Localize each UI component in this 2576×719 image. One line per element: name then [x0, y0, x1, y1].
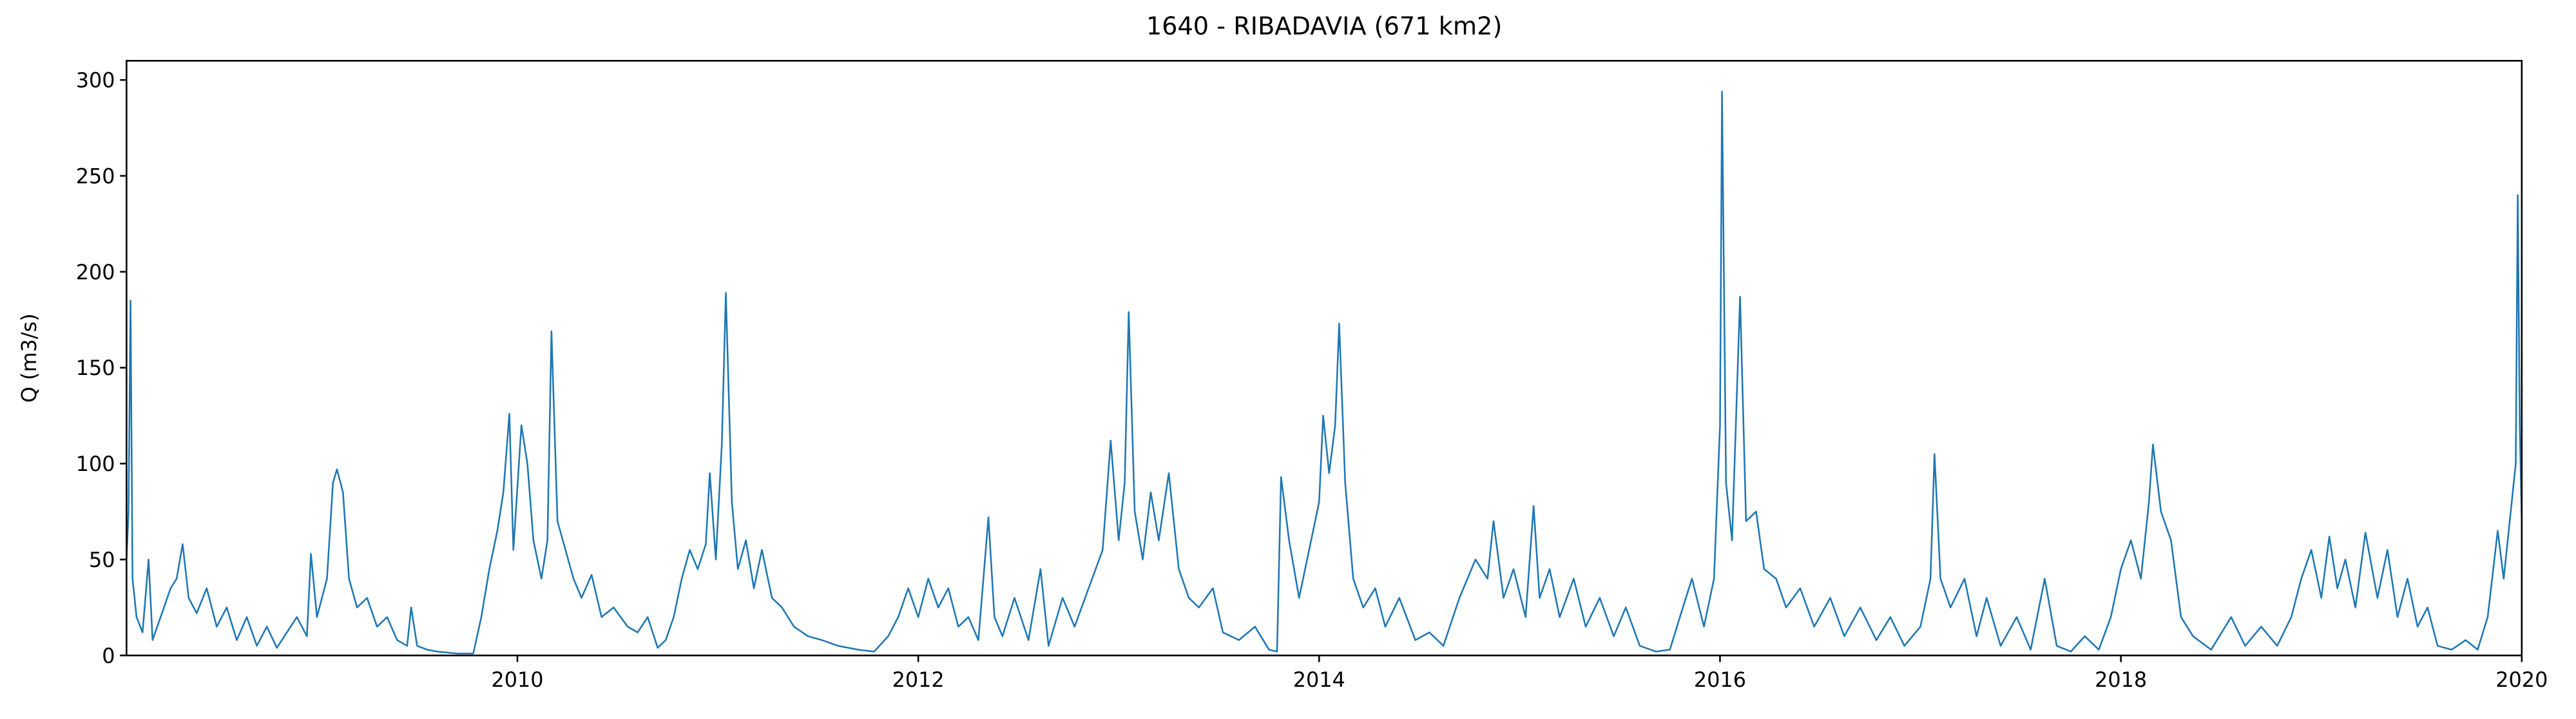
axes-frame	[126, 60, 2523, 657]
y-tick-label: 150	[76, 356, 115, 380]
plot-area	[126, 90, 2523, 655]
y-tick-label: 250	[76, 164, 115, 188]
x-tick-label: 2010	[491, 667, 543, 692]
chart-title: 1640 - RIBADAVIA (671 km2)	[1146, 13, 1503, 41]
x-tick-label: 2016	[1694, 667, 1746, 692]
y-tick-label: 300	[76, 68, 115, 93]
y-axis-label: Q (m3/s)	[17, 313, 41, 403]
y-tick-label: 50	[89, 548, 115, 572]
x-tick-label: 2014	[1293, 667, 1345, 692]
x-tick-label: 2020	[2495, 667, 2548, 692]
y-tick-label: 200	[76, 260, 115, 284]
flow-line	[126, 90, 2523, 655]
y-tick-label: 100	[76, 452, 115, 476]
y-tick-label: 0	[102, 644, 115, 668]
x-tick-label: 2012	[892, 667, 945, 692]
x-tick-label: 2018	[2095, 667, 2147, 692]
